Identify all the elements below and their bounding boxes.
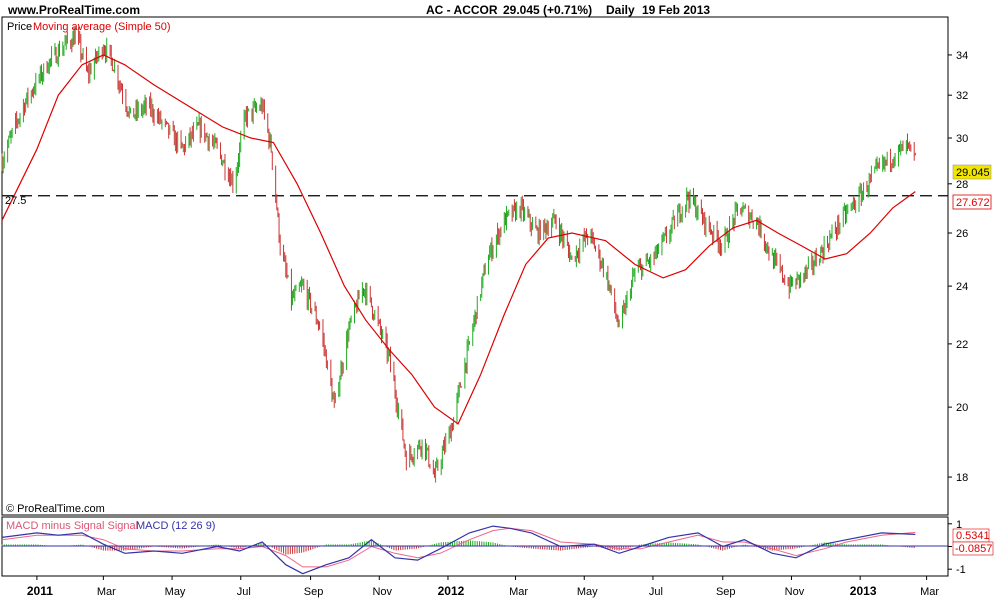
price-y-tick-label: 30 <box>956 133 968 145</box>
last-price-label: 29.045 (+0.71%) <box>503 3 592 17</box>
date-label: 19 Feb 2013 <box>642 3 710 17</box>
macd-y-tick-label: 1 <box>956 519 962 531</box>
x-tick-label: Nov <box>372 586 392 598</box>
last-price-tag: 29.045 <box>952 164 992 180</box>
macd-y-tick-label: -1 <box>956 564 966 576</box>
hline-label: 27.5 <box>5 195 26 207</box>
price-y-tick-label: 18 <box>956 472 968 484</box>
last-price-tag-box <box>952 164 992 180</box>
price-y-tick-label: 32 <box>956 90 968 102</box>
last-price-tag-text: 29.045 <box>956 167 990 179</box>
price-y-tick-label: 20 <box>956 402 968 414</box>
price-y-axis: 18 20 22 24 26 28 30 32 34 <box>948 50 968 484</box>
x-tick-label: May <box>577 586 598 598</box>
legend-macd: MACD (12 26 9) <box>136 520 215 532</box>
macd-tag-text: 0.5341 <box>956 530 990 542</box>
macd-line <box>1 525 916 575</box>
x-tick-label: May <box>165 586 186 598</box>
price-panel-frame <box>1 16 949 516</box>
legend-macd-histogram: MACD minus Signal Signal <box>6 520 138 532</box>
x-tick-label: 2012 <box>438 584 465 598</box>
site-label: www.ProRealTime.com <box>7 3 140 17</box>
x-axis: 2011 Mar May Jul Sep Nov 2012 Mar May Jul Sep Nov 20… <box>27 576 939 598</box>
x-tick-label: Mar <box>97 586 116 598</box>
price-y-tick-label: 24 <box>956 281 968 293</box>
hist-tag: -0.0857 <box>952 541 994 556</box>
copyright-label: © ProRealTime.com <box>6 503 105 515</box>
x-tick-label: Jul <box>237 586 251 598</box>
candles-group <box>1 26 916 483</box>
ticker-label: AC - ACCOR <box>426 3 498 17</box>
legend-moving-average: Moving average (Simple 50) <box>33 21 171 33</box>
period-label: Daily <box>606 3 635 17</box>
legend-price: Price <box>7 21 32 33</box>
price-y-tick-label: 28 <box>956 179 968 191</box>
price-y-tick-label: 22 <box>956 339 968 351</box>
x-tick-label: Nov <box>785 586 805 598</box>
x-tick-label: Mar <box>509 586 528 598</box>
x-tick-label: 2013 <box>850 584 877 598</box>
ma-tag: 27.672 <box>952 194 992 210</box>
macd-tag: 0.5341 <box>952 528 990 543</box>
x-tick-label: Sep <box>716 586 736 598</box>
ma-tag-box <box>952 194 992 210</box>
hist-tag-text: -0.0857 <box>955 543 992 555</box>
moving-average-line <box>1 54 916 425</box>
x-tick-label: Jul <box>649 586 663 598</box>
x-tick-label: 2011 <box>27 584 53 598</box>
price-y-tick-label: 34 <box>956 50 968 62</box>
ma-tag-text: 27.672 <box>956 197 990 209</box>
price-y-tick-label: 26 <box>956 228 968 240</box>
hist-tag-box <box>952 541 994 556</box>
x-tick-label: Sep <box>304 586 324 598</box>
x-tick-label: Mar <box>920 586 939 598</box>
